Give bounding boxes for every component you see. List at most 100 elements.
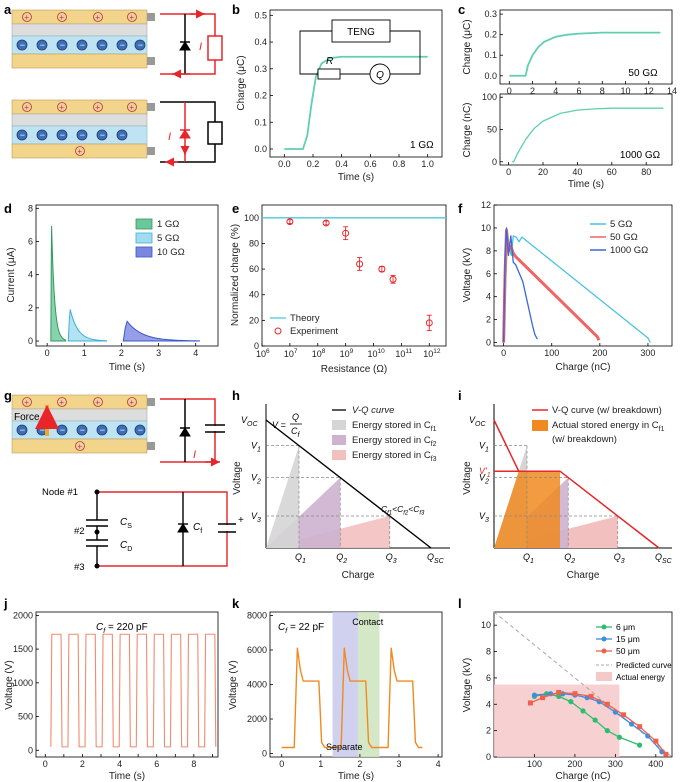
cs-label: CS [120,517,132,530]
y-tick-label: 0.0 [254,144,267,154]
y-tick-label: 4 [486,699,491,709]
plus-glyph: + [95,13,100,22]
chart-l: 100 200 300 400 0 2 4 6 8 10 Charge (nC) Voltage (k… [462,611,673,782]
negative-charge-icon [96,129,108,141]
legend-area: Actual stored energy in Cf1 [552,420,665,433]
legend-label: 5 GΩ [610,219,632,230]
chart-k: 0 1 2 3 4 0 2000 4000 6000 8000 Time (s) Voltage (V… [228,610,443,782]
top-terminal [147,103,155,111]
y-tick-label: 8 [486,246,491,256]
annotation-1gohm: 1 GΩ [410,140,434,151]
label-sub: 1 [485,447,489,454]
series-area-1 [67,309,108,342]
formula-denominator: Cf [291,426,301,439]
x-tick-label: 4 [193,348,198,358]
rel-sub: f1 [387,511,392,517]
legend-predicted: Predicted curve [616,661,672,670]
plus-glyph: + [24,103,29,112]
x-tick-label: 20 [538,167,548,177]
y-tick-label: 2 [28,303,33,313]
top-electrode [11,99,148,115]
y-tick-label: 0.4 [254,37,267,47]
x-tick-label: 1010 [368,348,386,359]
data-point [663,751,669,757]
x-tick-label: 100 [544,348,559,358]
x-tick-label: 4 [553,86,558,96]
negative-charge-icon [16,424,28,436]
y-tick-label: 0.2 [484,30,497,40]
teng-stack-a1: + + + + − − − − − − − [11,9,155,69]
experiment-point [378,265,386,273]
label-sub: 3 [621,558,625,565]
y-tick-label: 0.1 [254,117,267,127]
data-point [637,724,643,730]
label-main: V [469,415,476,425]
series-line-1 [502,228,601,343]
minus-glyph: − [80,130,85,140]
rel-sub: f3 [419,511,425,517]
legend-area-swatch [532,420,548,431]
data-point [556,693,562,699]
vq-curve [265,419,432,549]
plus-glyph: + [59,398,64,407]
x-tick-label: 108 [312,348,326,359]
x-tick-label: 2 [119,348,124,358]
y-tick-label: 6 [486,673,491,683]
label-sub: 1 [257,447,261,454]
y-tick-label: 4 [486,292,491,302]
y-tick-label: 0.5 [254,10,267,20]
plus-glyph: + [95,103,100,112]
x-tick-label: 0.6 [364,159,377,169]
negative-charge-icon [116,39,128,51]
legend-label: 15 μm [616,634,640,644]
bottom-terminal [147,442,155,450]
positive-charge-icon [127,397,137,407]
y-axis-label: Charge (μC) [462,19,473,74]
label-sub: f3 [431,456,437,463]
x-tick-label: 3 [156,348,161,358]
tick-exp: 10 [378,348,386,355]
y-tick-label: 10 [481,223,491,233]
label-main: Energy stored in C [352,450,431,461]
x-axis-label: Time (s) [109,771,145,782]
data-point [556,689,562,695]
formula-numerator: Q [292,412,299,422]
panel-label-k: k [232,596,240,611]
data-point [620,712,626,718]
contact-label: Contact [352,617,384,627]
x-axis-label: Time (s) [568,179,604,190]
resistor-label: R [326,56,333,67]
x-tick-label: 2 [80,759,85,769]
x-tick-label: 80 [641,167,651,177]
experiment-point [286,218,294,226]
negative-charge-icon [56,39,68,51]
tick-base: 10 [340,349,350,359]
negative-charge-icon [116,129,128,141]
minus-glyph: − [80,40,85,50]
bottom-electrode [11,53,148,69]
y-tick-label: 0 [262,749,267,759]
qsc-label: QSC [427,552,445,565]
y-tick-label: V'1 [479,466,491,479]
negative-charge-icon [76,39,88,51]
label-main: V [251,511,258,521]
y-tick-label: 500 [18,712,33,722]
negative-charge-icon [96,424,108,436]
negative-charge-icon [36,39,48,51]
negative-charge-icon [16,129,28,141]
minus-glyph: − [20,130,25,140]
positive-charge-icon [93,397,103,407]
legend-curve: V-Q curve (w/ breakdown) [552,405,662,416]
y-tick-label: 20 [249,315,259,325]
current-label-a1: I [199,41,202,53]
data-point [588,693,594,699]
chart-f: 0 100 200 300 0 2 4 6 8 10 12 Charge (nC) Voltage (k… [462,200,673,373]
y-axis-label: Charge (nC) [462,102,473,157]
tick-base: 10 [312,349,322,359]
x-tick-label: 0 [507,86,512,96]
experiment-point [425,319,433,327]
positive-charge-icon [22,102,32,112]
vq-curve-breakdown [493,419,660,549]
tick-exp: 9 [350,348,354,355]
tick-exp: 12 [433,348,441,355]
